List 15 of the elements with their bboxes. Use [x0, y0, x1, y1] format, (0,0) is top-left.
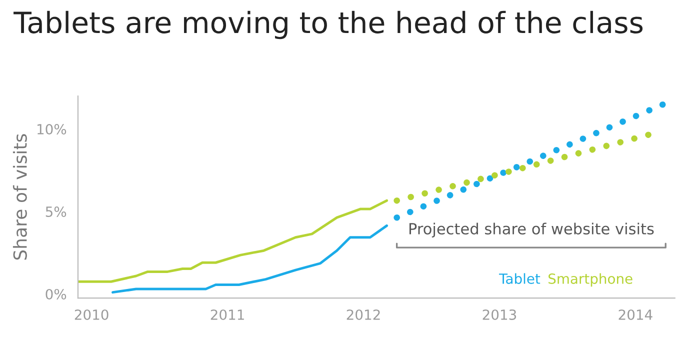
x-tick-label: 2013 [482, 309, 516, 320]
text: Tablet [499, 273, 540, 284]
x-tick-label: 2011 [210, 309, 244, 320]
x-tick-label: 2014 [618, 309, 652, 320]
annotation: Projected share of website visits [409, 222, 654, 238]
x-tick-label: 2010 [74, 309, 108, 320]
line-series [78, 199, 388, 283]
y-tick-label: 10% [38, 124, 66, 134]
chart-title: Tablets are moving to the head of the class [14, 10, 643, 40]
y-axis-title: Share of visits [12, 134, 27, 260]
y-tick-label: 5% [46, 206, 66, 217]
y-tick-label: 0% [46, 288, 66, 300]
text: Smartphone [548, 273, 632, 287]
x-tick-label: 2012 [346, 309, 380, 320]
line-series [112, 224, 388, 294]
